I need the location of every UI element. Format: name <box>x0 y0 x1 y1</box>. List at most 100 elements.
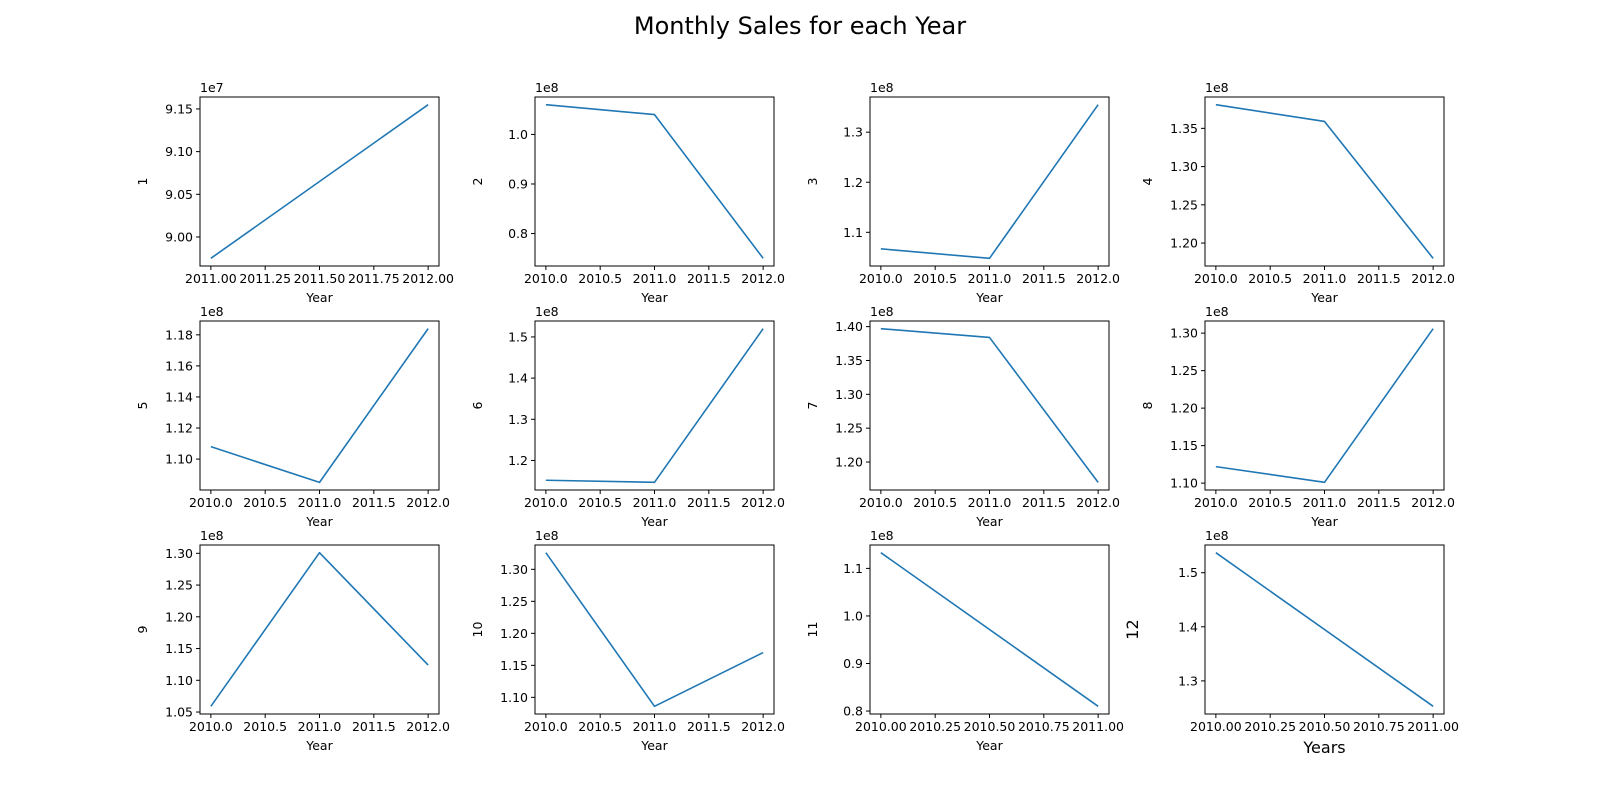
y-tick-label: 1.5 <box>1178 565 1198 580</box>
subplot-5: 2010.0 2010.5 2011.0 2011.5 2012.0 1.10 1.12 1.… <box>135 304 450 529</box>
series-line <box>1215 328 1434 484</box>
subplot-9: 2010.0 2010.5 2011.0 2011.5 2012.0 1.05 1.10 1.… <box>135 528 450 753</box>
y-tick-label: 1.10 <box>500 690 528 705</box>
axes-frame <box>1204 320 1445 491</box>
series-line <box>545 328 764 484</box>
x-tick-label: 2010.25 <box>1244 719 1296 734</box>
y-tick-label: 9.05 <box>165 187 193 202</box>
x-axis-label: Year <box>1310 290 1338 305</box>
y-tick-label: 9.15 <box>165 101 193 116</box>
x-tick-label: 2010.0 <box>189 719 233 734</box>
x-tick-label: 2010.00 <box>855 719 907 734</box>
y-axis-label: 11 <box>805 622 820 638</box>
y-tick-label: 1.4 <box>1178 619 1198 634</box>
y-tick-label: 1.1 <box>843 561 863 576</box>
y-tick-label: 1.4 <box>508 371 528 386</box>
x-tick-label: 2011.5 <box>687 495 731 510</box>
x-tick-label: 2011.00 <box>1072 719 1124 734</box>
y-tick-label: 1.12 <box>165 421 193 436</box>
x-axis-label: Year <box>305 514 333 529</box>
y-tick-label: 1.2 <box>843 175 863 190</box>
y-axis-label: 4 <box>1140 177 1155 185</box>
x-tick-label: 2011.5 <box>1022 495 1066 510</box>
y-tick-label: 1.16 <box>165 358 193 373</box>
y-tick-label: 1.25 <box>1170 197 1198 212</box>
figure-title: Monthly Sales for each Year <box>633 12 967 40</box>
x-tick-label: 2011.0 <box>633 271 677 286</box>
series-line <box>210 328 429 484</box>
x-tick-label: 2012.0 <box>741 495 785 510</box>
x-tick-label: 2011.00 <box>1407 719 1459 734</box>
y-tick-label: 1.20 <box>500 626 528 641</box>
y-tick-label: 1.15 <box>500 658 528 673</box>
y-axis-label: 3 <box>805 178 820 186</box>
x-axis-label: Year <box>640 290 668 305</box>
subplot-2: 2010.0 2010.5 2011.0 2011.5 2012.0 0.8 0.9 1.0 1… <box>470 80 785 305</box>
axis-offset-label: 1e8 <box>870 80 894 95</box>
axis-offset-label: 1e8 <box>200 528 224 543</box>
x-tick-label: 2010.5 <box>1248 271 1292 286</box>
x-tick-label: 2011.25 <box>239 271 291 286</box>
y-axis-label: 10 <box>470 622 485 638</box>
y-tick-label: 1.5 <box>508 329 528 344</box>
axes-frame <box>199 320 440 491</box>
axis-offset-label: 1e8 <box>200 304 224 319</box>
subplot-6: 2010.0 2010.5 2011.0 2011.5 2012.0 1.2 1.3 1.4 1… <box>470 304 785 529</box>
x-tick-label: 2010.75 <box>1018 719 1070 734</box>
axis-offset-label: 1e8 <box>870 304 894 319</box>
x-axis-label: Year <box>975 738 1003 753</box>
x-axis-label: Year <box>305 290 333 305</box>
x-tick-label: 2011.75 <box>348 271 400 286</box>
y-tick-label: 1.10 <box>165 673 193 688</box>
y-tick-label: 1.35 <box>835 353 863 368</box>
x-axis-label: Year <box>305 738 333 753</box>
y-tick-label: 1.25 <box>165 578 193 593</box>
x-axis-label: Year <box>975 514 1003 529</box>
x-tick-label: 2010.0 <box>524 495 568 510</box>
subplot-3: 2010.0 2010.5 2011.0 2011.5 2012.0 1.1 1.2 1.3 1… <box>805 80 1120 305</box>
x-tick-label: 2010.25 <box>909 719 961 734</box>
series-line <box>1215 103 1434 259</box>
axis-offset-label: 1e7 <box>200 80 224 95</box>
axis-offset-label: 1e8 <box>535 528 559 543</box>
y-tick-label: 1.10 <box>165 452 193 467</box>
x-tick-label: 2010.5 <box>578 719 622 734</box>
subplot-12: 2010.00 2010.25 2010.50 2010.75 2011.00 1.3 1.… <box>1123 528 1459 757</box>
y-tick-label: 1.20 <box>1170 236 1198 251</box>
x-tick-label: 2012.00 <box>402 271 454 286</box>
series-line <box>545 552 764 708</box>
y-tick-label: 1.15 <box>1170 438 1198 453</box>
subplot-7: 2010.0 2010.5 2011.0 2011.5 2012.0 1.20 1.25 1.… <box>805 304 1120 529</box>
y-tick-label: 1.25 <box>1170 363 1198 378</box>
y-axis-label: 8 <box>1140 401 1155 409</box>
y-axis-label: 6 <box>470 401 485 409</box>
x-tick-label: 2011.0 <box>298 495 342 510</box>
y-tick-label: 1.0 <box>843 608 863 623</box>
y-tick-label: 1.14 <box>165 389 193 404</box>
x-tick-label: 2011.5 <box>1357 271 1401 286</box>
x-tick-label: 2012.0 <box>406 719 450 734</box>
axis-offset-label: 1e8 <box>1205 304 1229 319</box>
subplot-11: 2010.00 2010.25 2010.50 2010.75 2011.00 0.8 0.… <box>805 528 1124 753</box>
y-tick-label: 1.30 <box>500 562 528 577</box>
axes-frame <box>869 320 1110 491</box>
y-tick-label: 1.10 <box>1170 476 1198 491</box>
x-tick-label: 2011.0 <box>1303 495 1347 510</box>
x-tick-label: 2012.0 <box>1411 495 1455 510</box>
subplot-4: 2010.0 2010.5 2011.0 2011.5 2012.0 1.20 1.25 1.… <box>1140 80 1455 305</box>
x-tick-label: 2011.5 <box>687 719 731 734</box>
y-tick-label: 1.30 <box>1170 159 1198 174</box>
y-tick-label: 1.3 <box>843 125 863 140</box>
x-tick-label: 2010.5 <box>1248 495 1292 510</box>
x-tick-label: 2011.0 <box>968 495 1012 510</box>
y-tick-label: 0.8 <box>508 226 528 241</box>
x-tick-label: 2010.0 <box>189 495 233 510</box>
x-tick-label: 2011.5 <box>1357 495 1401 510</box>
x-tick-label: 2011.5 <box>352 495 396 510</box>
x-tick-label: 2010.00 <box>1190 719 1242 734</box>
y-tick-label: 1.18 <box>165 327 193 342</box>
x-tick-label: 2011.5 <box>687 271 731 286</box>
x-axis-label: Year <box>1310 514 1338 529</box>
x-tick-label: 2010.5 <box>913 271 957 286</box>
